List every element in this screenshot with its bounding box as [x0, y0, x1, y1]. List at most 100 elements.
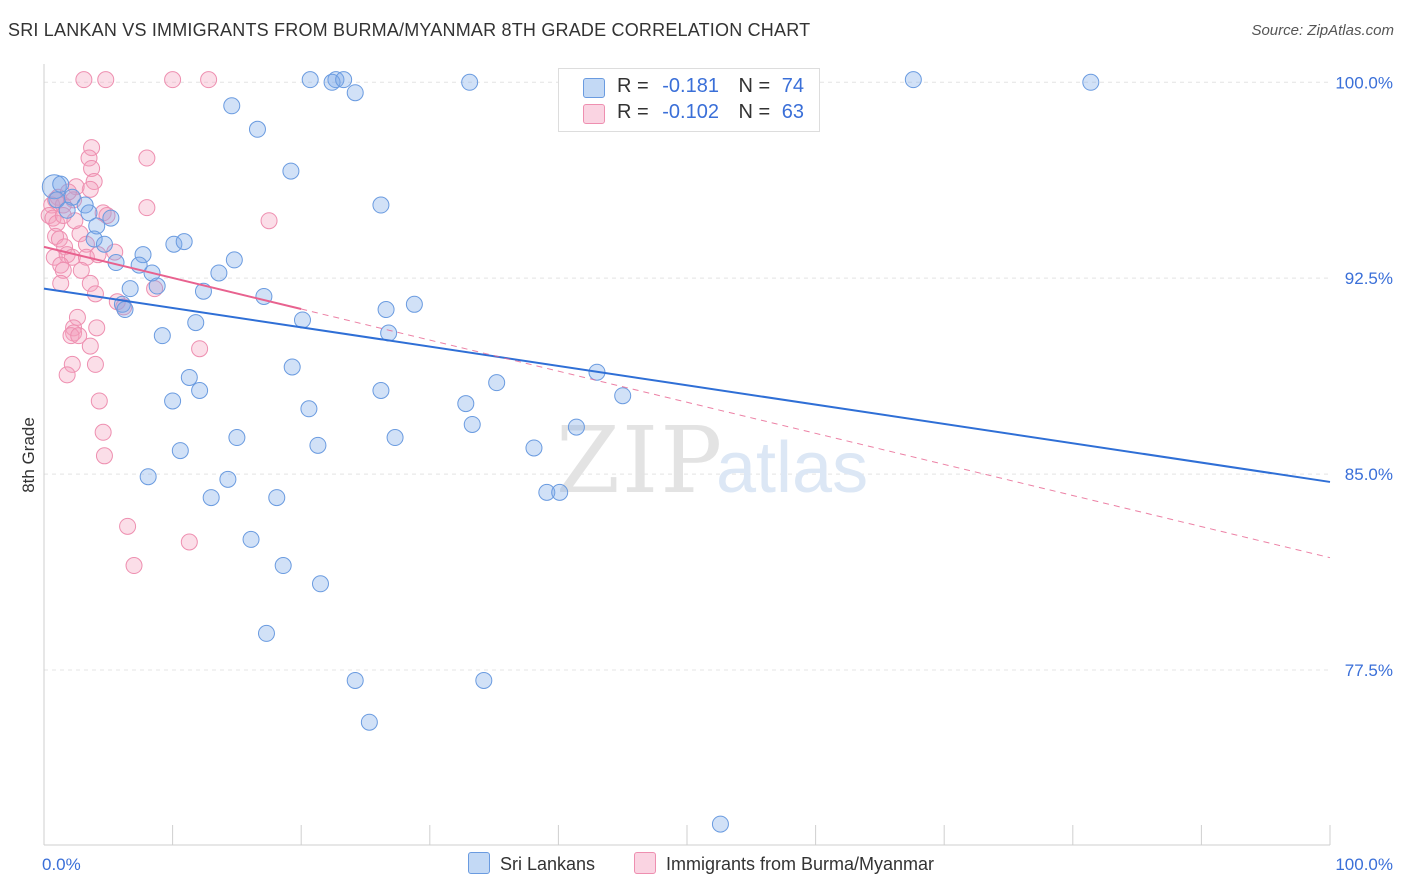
bottom-legend-swatch-blue	[468, 852, 490, 874]
burma-point	[70, 327, 88, 345]
legend-r-value: -0.181	[662, 75, 719, 97]
burma-point	[90, 392, 108, 410]
trend-lines	[43, 245, 1331, 559]
sri-lankan-point	[171, 442, 189, 460]
burma-point	[81, 337, 99, 355]
sri-lankan-point	[614, 387, 632, 405]
watermark-atlas: atlas	[716, 428, 868, 508]
sri-lankan-point	[76, 196, 94, 214]
axes	[43, 64, 1331, 846]
sri-lankan-point	[202, 489, 220, 507]
sri-lankan-point	[58, 201, 76, 219]
legend-r-label: R =	[617, 75, 649, 97]
y-tick-label: 77.5%	[1345, 661, 1393, 680]
burma-point	[94, 423, 112, 441]
sri-lankan-point	[293, 311, 311, 329]
burma-point	[81, 180, 99, 198]
sri-lankans-trend-line	[43, 287, 1331, 483]
burma-point	[75, 71, 93, 89]
sri-lankan-point	[139, 468, 157, 486]
sri-lankan-point	[95, 235, 113, 253]
burma-point	[200, 71, 218, 89]
legend-n-value: 74	[781, 75, 805, 97]
sri-lankan-point	[134, 246, 152, 264]
sri-lankan-point	[377, 301, 395, 319]
sri-lankan-point	[116, 301, 134, 319]
sri-lankan-point	[301, 71, 319, 89]
burma-point	[191, 340, 209, 358]
burma-point	[119, 517, 137, 535]
sri-lankan-point	[210, 264, 228, 282]
sri-lankan-point	[180, 368, 198, 386]
bottom-legend-burma: Immigrants from Burma/Myanmar	[634, 852, 934, 875]
tick-labels: 77.5% 85.0% 92.5% 100.0% 0.0% 100.0%	[42, 73, 1393, 874]
burma-point	[125, 557, 143, 575]
sri-lankan-point	[80, 204, 98, 222]
legend-n-label: N =	[738, 101, 771, 123]
sri-lankan-point	[309, 436, 327, 454]
sri-lankan-point	[121, 280, 139, 298]
legend-swatch-sri-lankans	[583, 78, 605, 98]
sri-lankan-point	[346, 671, 364, 689]
sri-lankan-point	[153, 327, 171, 345]
sri-lankan-point	[148, 277, 166, 295]
sri-lankan-point	[1082, 73, 1100, 91]
sri-lankan-point	[463, 415, 481, 433]
legend-row-burma: R = -0.102 N = 63	[617, 101, 804, 127]
sri-lankan-point	[165, 235, 183, 253]
sri-lankan-point	[372, 382, 390, 400]
sri-lankan-point	[85, 230, 103, 248]
legend-r-label: R =	[617, 101, 649, 123]
legend-r-value: -0.102	[662, 101, 719, 123]
burma-point	[68, 308, 86, 326]
burma-trend-line	[43, 245, 302, 310]
legend-row-sri-lankans: R = -0.181 N = 74	[617, 75, 804, 101]
sri-lankan-point	[228, 429, 246, 447]
sri-lankan-point	[88, 217, 106, 235]
sri-lankan-point	[268, 489, 286, 507]
bottom-legend-sri-lankans: Sri Lankans	[468, 852, 595, 875]
burma-point	[95, 447, 113, 465]
source-label: Source: ZipAtlas.com	[1251, 22, 1394, 39]
burma-point	[85, 173, 103, 191]
burma-point	[80, 149, 98, 167]
legend-n-value: 63	[781, 101, 805, 123]
sri-lankan-point	[311, 575, 329, 593]
watermark: ZIP atlas	[556, 407, 868, 514]
sri-lankan-point	[538, 483, 556, 501]
gridlines	[44, 81, 1330, 671]
sri-lankan-point	[475, 671, 493, 689]
burma-point	[138, 199, 156, 217]
sri-lankan-point	[405, 295, 423, 313]
sri-lankan-point	[223, 97, 241, 115]
y-axis-label: 8th Grade	[19, 417, 38, 493]
sri-lankan-point	[525, 439, 543, 457]
sri-lankan-point	[219, 470, 237, 488]
bottom-legend-swatch-pink	[634, 852, 656, 874]
chart-title: SRI LANKAN VS IMMIGRANTS FROM BURMA/MYAN…	[8, 20, 811, 40]
sri-lankan-point	[274, 557, 292, 575]
burma-point	[260, 212, 278, 230]
sri-lankan-point	[225, 251, 243, 269]
sri-lankan-point	[457, 395, 475, 413]
legend-swatch-burma	[583, 104, 605, 124]
burma-point	[88, 319, 106, 337]
sri-lankan-point	[102, 209, 120, 227]
burma-point	[86, 285, 104, 303]
sri-lankan-point	[300, 400, 318, 418]
burma-point	[52, 274, 70, 292]
burma-point	[97, 71, 115, 89]
series-sri-lankans-points	[41, 71, 1100, 833]
sri-lankan-point	[346, 84, 364, 102]
sri-lankan-point	[372, 196, 390, 214]
sri-lankan-point	[164, 392, 182, 410]
sri-lankan-point	[63, 188, 81, 206]
y-tick-label: 100.0%	[1335, 73, 1393, 92]
stats-legend: R = -0.181 N = 74 R = -0.102 N = 63	[558, 68, 820, 132]
sri-lankan-point	[175, 233, 193, 251]
burma-point	[164, 71, 182, 89]
burma-point	[58, 366, 76, 384]
burma-point	[54, 261, 72, 279]
sri-lankan-point	[360, 713, 378, 731]
